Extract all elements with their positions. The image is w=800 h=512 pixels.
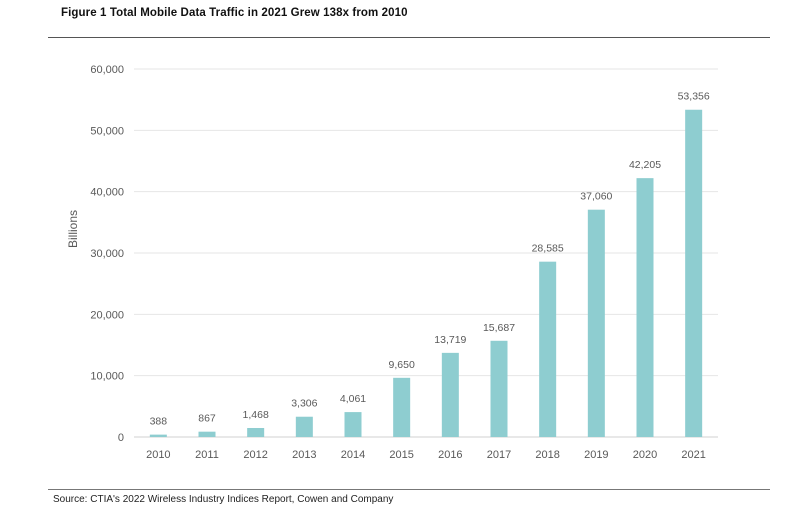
figure-title: Figure 1 Total Mobile Data Traffic in 20… (61, 7, 408, 19)
gridlines (134, 68, 718, 438)
source-note: Source: CTIA's 2022 Wireless Industry In… (53, 494, 394, 505)
data-label: 3,306 (291, 398, 317, 410)
x-tick-label: 2012 (243, 449, 267, 461)
x-tick-label: 2017 (487, 449, 511, 461)
y-tick-label: 60,000 (90, 64, 124, 76)
x-tick-label: 2014 (341, 449, 365, 461)
y-tick-label: 50,000 (90, 125, 124, 137)
data-label: 13,719 (434, 334, 466, 346)
bar (344, 412, 362, 437)
x-tick-label: 2010 (146, 449, 170, 461)
y-tick-label: 40,000 (90, 187, 124, 199)
data-label: 15,687 (483, 322, 515, 334)
data-label: 28,585 (532, 243, 564, 255)
data-label: 388 (150, 416, 168, 428)
x-tick-label: 2015 (389, 449, 413, 461)
bar (587, 209, 605, 437)
data-label: 867 (198, 413, 216, 425)
bar (685, 109, 703, 437)
data-label: 53,356 (678, 91, 710, 103)
bar (198, 431, 216, 437)
y-tick-label: 10,000 (90, 371, 124, 383)
data-label: 37,060 (580, 191, 612, 203)
x-tick-label: 2013 (292, 449, 316, 461)
bar (247, 427, 265, 437)
x-tick-label: 2011 (195, 449, 219, 461)
bar (295, 416, 313, 437)
x-tick-label: 2019 (584, 449, 608, 461)
data-labels: 388 867 1,468 3,306 4,061 9,650 13,719 15,687 28… (150, 91, 710, 428)
top-rule (48, 37, 770, 38)
bars (149, 109, 703, 437)
y-axis-ticks: 0 10,000 20,000 30,000 40,000 50,000 60,000 (90, 64, 124, 444)
x-tick-label: 2016 (438, 449, 462, 461)
x-tick-label: 2020 (633, 449, 657, 461)
data-label: 9,650 (389, 359, 415, 371)
data-label: 4,061 (340, 393, 366, 405)
bar (490, 340, 508, 437)
data-label: 1,468 (243, 409, 269, 421)
bar (393, 377, 411, 437)
bar (441, 352, 459, 437)
x-tick-label: 2021 (681, 449, 705, 461)
data-label: 42,205 (629, 159, 661, 171)
x-axis-ticks: 2010 2011 2012 2013 2014 2015 2016 2017 2018 2019… (146, 449, 706, 461)
bar (539, 261, 557, 437)
y-tick-label: 30,000 (90, 248, 124, 260)
x-tick-label: 2018 (535, 449, 559, 461)
bar (149, 434, 167, 437)
y-axis-title: Billions (66, 210, 80, 248)
y-tick-label: 20,000 (90, 309, 124, 321)
y-tick-label: 0 (118, 432, 124, 444)
bar (636, 178, 654, 437)
bottom-rule (48, 489, 770, 490)
